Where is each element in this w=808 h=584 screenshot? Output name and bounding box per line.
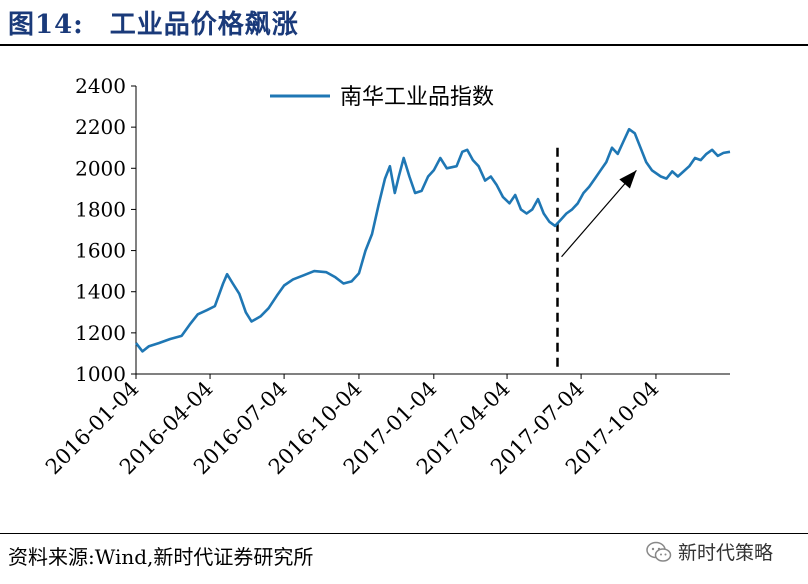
y-tick-label: 2400 <box>75 74 126 98</box>
title-rule <box>0 44 808 46</box>
figure-title-text: 工业品价格飙涨 <box>109 10 299 40</box>
y-tick-label: 1800 <box>75 197 126 221</box>
y-tick-label: 2000 <box>75 156 126 180</box>
chart-legend: 南华工业品指数 <box>270 85 494 110</box>
x-axis-ticks: 2016-01-042016-04-042016-07-042016-10-04… <box>41 374 663 479</box>
y-axis-ticks: 1000 1200 1400 1600 1800 2000 2200 2400 <box>75 74 136 386</box>
source-note: 资料来源:Wind,新时代证券研究所 <box>8 545 314 569</box>
y-tick-label: 1600 <box>75 239 126 263</box>
chart-axes <box>135 86 730 375</box>
trend-arrow-line <box>561 169 637 258</box>
wechat-icon <box>646 541 672 562</box>
chart-annotations <box>556 147 637 370</box>
legend-label: 南华工业品指数 <box>340 85 494 110</box>
source-rule <box>0 533 808 534</box>
y-tick-label: 1400 <box>75 280 126 304</box>
y-tick-label: 2200 <box>75 115 126 139</box>
figure-title: 图14: 工业品价格飙涨 <box>8 4 299 41</box>
y-tick-label: 1200 <box>75 321 126 345</box>
trend-arrow-head <box>619 170 637 189</box>
y-tick-label: 1000 <box>75 362 126 386</box>
chart-series <box>134 127 731 353</box>
watermark-text: 新时代策略 <box>678 542 774 564</box>
series-line <box>134 127 731 353</box>
watermark: 新时代策略 <box>646 538 773 565</box>
figure-number: 图14: <box>8 10 84 40</box>
line-chart: 1000 1200 1400 1600 1800 2000 2200 2400 2016-01… <box>41 74 731 479</box>
